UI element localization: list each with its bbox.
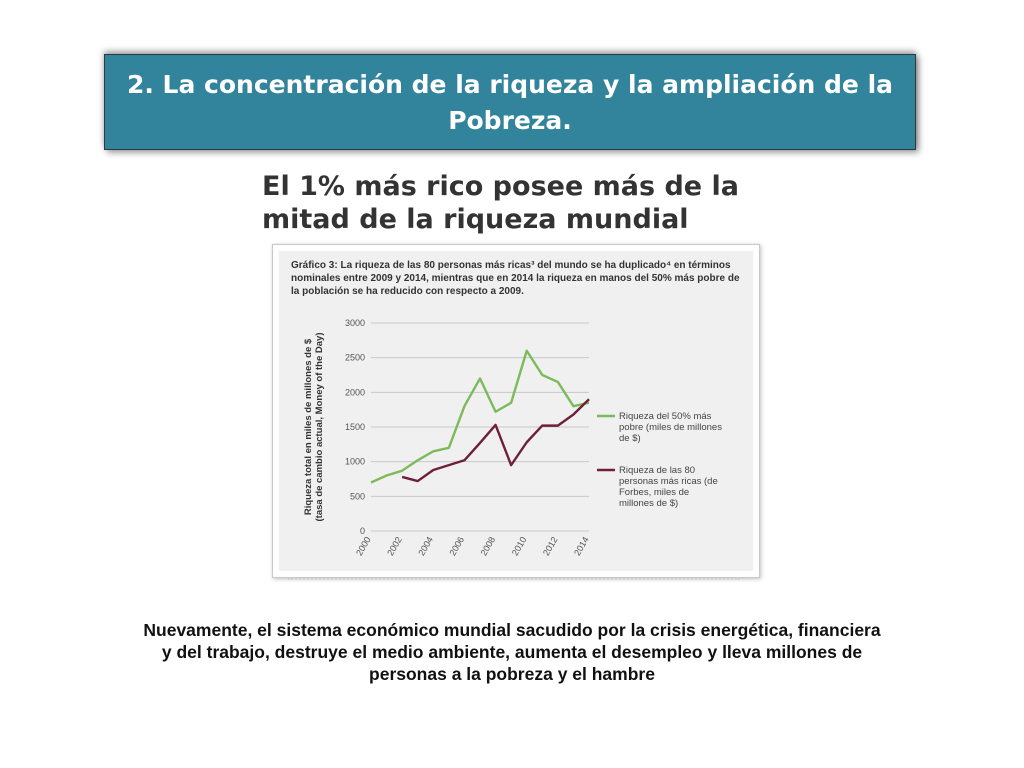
slide-title-banner: 2. La concentración de la riqueza y la a… — [104, 54, 916, 150]
y-tick-label: 0 — [360, 526, 365, 536]
line-chart: 0 500 1000 1500 2000 2500 3000 2000 2002 2004 2006… — [303, 318, 722, 557]
x-tick-label: 2014 — [572, 535, 591, 557]
x-tick-label: 2012 — [541, 535, 560, 557]
series-line-richest-80 — [401, 398, 590, 483]
slide-title: 2. La concentración de la riqueza y la a… — [126, 70, 894, 135]
y-tick-label: 2000 — [345, 387, 365, 397]
y-tick-label: 1000 — [345, 457, 365, 467]
slide-body-text: Nuevamente, el sistema económico mundial… — [143, 620, 881, 684]
legend-label: Riqueza del 50% más pobre (miles de millo… — [619, 411, 722, 444]
y-tick-label: 1500 — [345, 422, 365, 432]
chart-image-card: Gráfico 3: La riqueza de las 80 personas… — [272, 244, 760, 578]
y-axis-label: Riqueza total en miles de millones de $(… — [303, 333, 325, 522]
x-tick-label: 2006 — [447, 535, 466, 557]
cropped-footnote-line — [288, 578, 740, 584]
x-tick-label: 2008 — [479, 535, 498, 557]
y-tick-label: 3000 — [345, 318, 365, 328]
x-tick-label: 2002 — [385, 535, 404, 557]
y-tick-label: 2500 — [345, 353, 365, 363]
x-tick-label: 2000 — [354, 535, 373, 557]
y-tick-label: 500 — [350, 491, 365, 501]
x-tick-label: 2010 — [510, 535, 529, 557]
chart-caption: Gráfico 3: La riqueza de las 80 personas… — [291, 260, 740, 297]
series-line-poorest-50 — [370, 349, 590, 484]
x-tick-label: 2004 — [416, 535, 435, 557]
chart-headline: El 1% más rico posee más de la mitad de … — [262, 171, 739, 235]
legend-label: Riqueza de las 80 personas más ricas (de F… — [619, 465, 718, 509]
chart-panel: Gráfico 3: La riqueza de las 80 personas… — [279, 251, 753, 571]
